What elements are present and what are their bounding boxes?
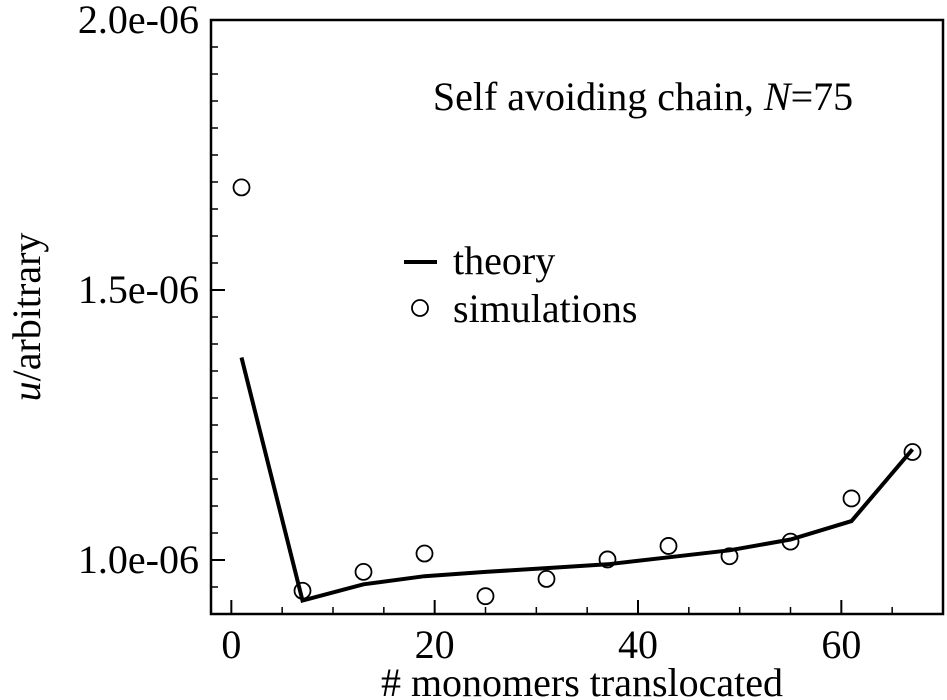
y-tick-label: 1.0e-06 — [78, 537, 199, 582]
simulation-point — [537, 570, 556, 588]
axis-ticks — [211, 19, 893, 615]
x-tick-label: 60 — [821, 622, 861, 667]
legend-simulations-marker — [411, 299, 429, 317]
simulation-point — [415, 544, 434, 563]
series-theory — [239, 357, 915, 603]
simulation-point — [354, 562, 373, 581]
simulation-point — [232, 178, 251, 197]
simulation-point — [659, 537, 678, 555]
simulation-point — [781, 532, 800, 551]
y-tick-label: 1.5e-06 — [78, 267, 199, 312]
chart-annotation: Self avoiding chain, N=75 — [433, 74, 853, 119]
tick-labels: 0 20 40 60 1.0e-06 1.5e-06 2.0e-06 — [78, 0, 861, 667]
legend-theory-label: theory — [453, 238, 555, 283]
x-tick-label: 0 — [221, 622, 241, 667]
legend-simulations-label: simulations — [453, 286, 637, 331]
y-tick-label: 2.0e-06 — [78, 0, 199, 42]
y-axis-label: u/arbitrary — [4, 233, 49, 402]
theory-line — [239, 357, 915, 603]
x-axis-label: # monomers translocated — [381, 660, 783, 700]
x-tick-label: 40 — [618, 622, 658, 667]
simulation-point — [293, 581, 312, 600]
x-tick-label: 20 — [415, 622, 455, 667]
simulation-point — [598, 550, 617, 569]
simulation-point — [842, 489, 861, 508]
simulation-point — [720, 547, 739, 566]
series-simulations — [232, 178, 922, 606]
simulation-point — [903, 443, 922, 461]
legend: theory simulations — [404, 238, 637, 331]
simulation-point — [476, 587, 495, 606]
